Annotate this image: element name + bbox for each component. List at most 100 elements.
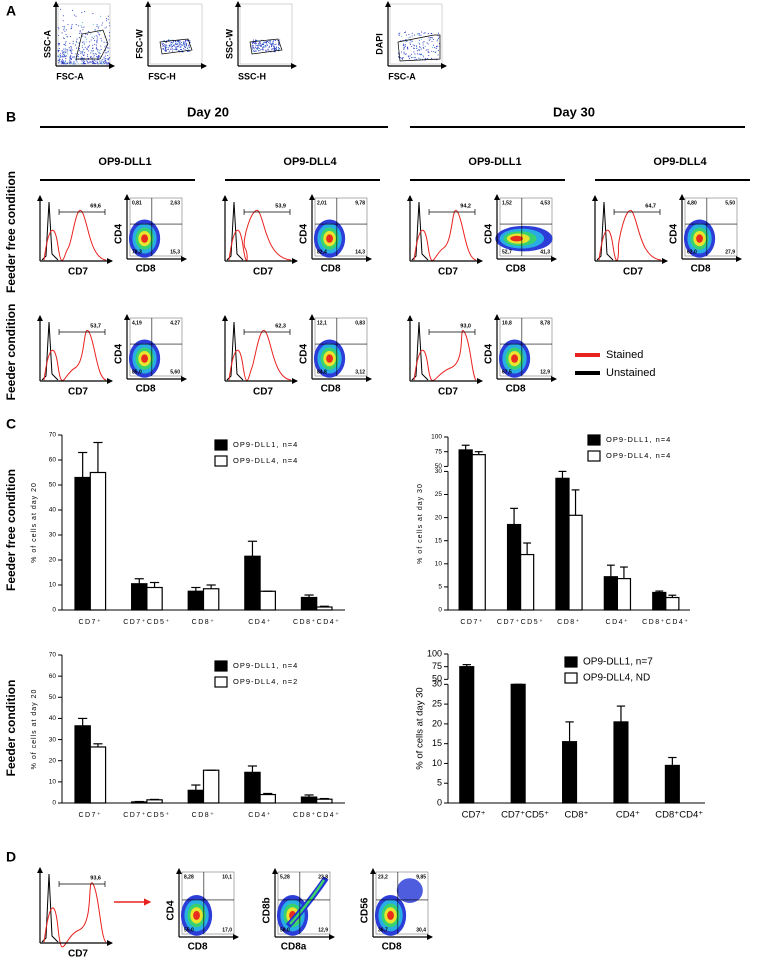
x-axis-label: CD7	[438, 387, 458, 398]
event-dot	[70, 61, 72, 63]
y-tick-label: 20	[432, 718, 442, 728]
bar	[471, 454, 486, 611]
event-dot	[403, 45, 405, 47]
density-contour	[696, 234, 703, 243]
event-dot	[257, 46, 259, 48]
event-dot	[88, 62, 90, 64]
legend-label: OP9-DLL4, n=4	[606, 451, 671, 460]
event-dot	[88, 50, 90, 52]
event-dot	[162, 43, 164, 45]
event-dot	[94, 53, 96, 55]
event-dot	[105, 63, 108, 65]
bar	[613, 721, 629, 804]
event-dot	[80, 52, 82, 54]
bar	[244, 555, 261, 611]
event-dot	[275, 46, 277, 48]
error-bar	[474, 451, 483, 455]
event-dot	[64, 53, 66, 55]
event-dot	[418, 49, 420, 51]
y-tick-label: 30	[49, 532, 57, 539]
quadrant-value: 10,8	[502, 320, 512, 326]
event-dot	[399, 32, 401, 34]
event-dot	[171, 42, 174, 44]
event-dot	[188, 47, 190, 49]
quadrant-value: 4.27	[170, 320, 180, 326]
event-dot	[435, 51, 437, 53]
event-dot	[403, 47, 405, 49]
event-dot	[92, 60, 94, 62]
event-dot	[251, 45, 253, 47]
event-dot	[97, 27, 99, 29]
error-bar	[606, 564, 615, 577]
event-dot	[64, 47, 66, 49]
event-dot	[86, 34, 88, 36]
unstained-histogram	[41, 321, 59, 381]
event-dot	[178, 45, 180, 47]
event-dot	[258, 47, 260, 50]
event-dot	[186, 39, 188, 41]
event-dot	[418, 32, 420, 35]
event-dot	[83, 63, 86, 65]
event-dot	[179, 46, 181, 49]
event-dot	[58, 43, 60, 45]
event-dot	[108, 39, 110, 41]
event-dot	[427, 43, 429, 45]
quadrant-value: 41,3	[540, 249, 550, 255]
x-tick-label: CD8⁺	[192, 812, 216, 819]
event-dot	[64, 50, 66, 52]
y-axis-label: SSC-A	[42, 30, 52, 59]
panel-label: A	[6, 3, 16, 19]
bar	[510, 683, 526, 804]
x-tick-label: CD4⁺	[248, 619, 272, 626]
y-tick-label: 100	[427, 648, 442, 658]
event-dot	[426, 42, 428, 44]
event-dot	[408, 56, 410, 58]
event-dot	[427, 33, 429, 35]
event-dot	[92, 50, 94, 52]
stained-histogram	[598, 209, 662, 262]
event-dot	[185, 45, 188, 47]
event-dot	[103, 41, 105, 43]
bar	[665, 596, 680, 611]
event-dot	[279, 39, 281, 41]
event-dot	[58, 60, 60, 62]
event-dot	[259, 49, 261, 52]
event-dot	[83, 26, 85, 28]
event-dot	[76, 61, 78, 63]
y-tick-label: 50	[435, 463, 443, 470]
error-bar	[565, 721, 574, 742]
event-dot	[169, 45, 171, 47]
event-dot	[104, 55, 106, 57]
x-tick-label: CD7⁺CD5⁺	[123, 812, 170, 819]
event-dot	[423, 47, 425, 49]
event-dot	[64, 26, 66, 28]
event-dot	[264, 44, 266, 47]
event-dot	[78, 53, 80, 55]
event-dot	[271, 48, 273, 50]
event-dot	[169, 43, 171, 45]
event-dot	[166, 41, 168, 43]
event-dot	[92, 44, 94, 46]
legend-swatch	[214, 660, 228, 672]
density-contour	[326, 354, 333, 363]
stained-histogram	[228, 209, 292, 262]
event-dot	[105, 60, 107, 62]
x-tick-label: CD7⁺	[78, 812, 102, 819]
event-dot	[162, 45, 164, 48]
error-bar	[319, 797, 329, 800]
event-dot	[71, 27, 73, 29]
event-dot	[265, 42, 267, 44]
plot-frame	[389, 3, 443, 65]
event-dot	[189, 50, 191, 52]
event-dot	[256, 39, 258, 41]
event-dot	[422, 46, 424, 48]
event-dot	[183, 41, 185, 43]
event-dot	[272, 39, 274, 41]
event-dot	[82, 35, 84, 37]
gate-value: 53,9	[275, 203, 286, 209]
event-dot	[164, 44, 166, 46]
event-dot	[73, 55, 75, 57]
event-dot	[97, 31, 99, 34]
event-dot	[419, 43, 421, 45]
event-dot	[97, 59, 99, 61]
